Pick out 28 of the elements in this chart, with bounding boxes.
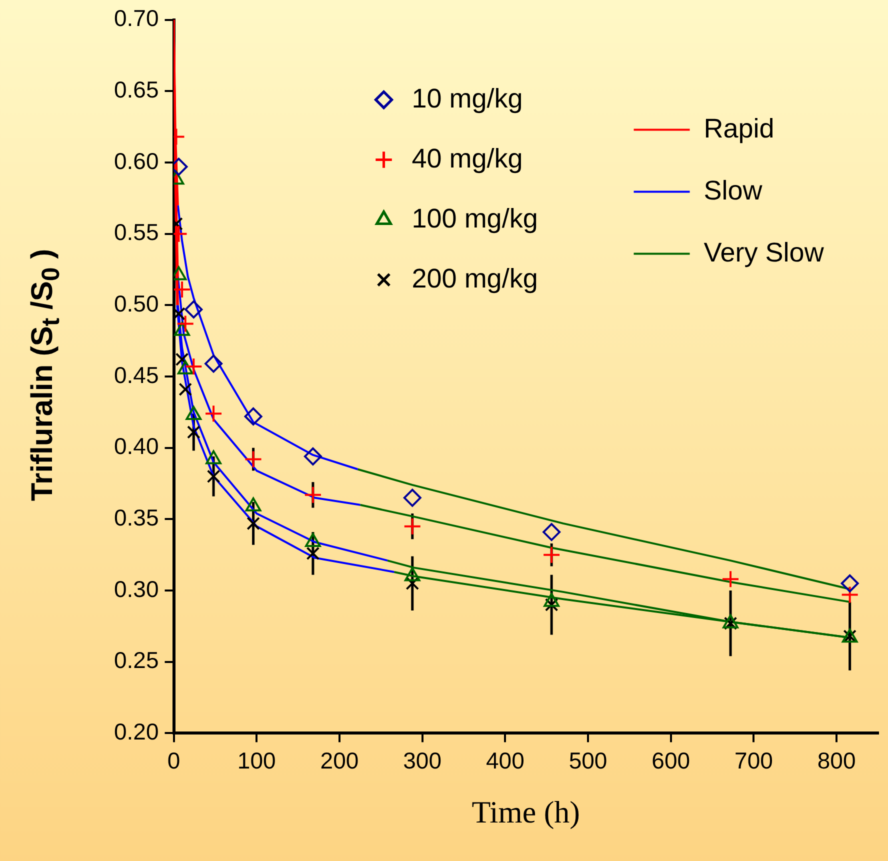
x-tick-label: 300 bbox=[403, 747, 442, 774]
legend-label: Very Slow bbox=[704, 237, 824, 268]
legend-label: 200 mg/kg bbox=[412, 263, 538, 294]
x-tick-label: 500 bbox=[568, 747, 608, 774]
y-tick-label: 0.55 bbox=[114, 219, 159, 246]
x-tick-label: 400 bbox=[486, 747, 524, 774]
y-tick-label: 0.45 bbox=[114, 362, 159, 388]
y-tick-label: 0.70 bbox=[114, 5, 159, 32]
y-tick-label: 0.65 bbox=[114, 76, 159, 102]
x-axis-title: Time (h) bbox=[472, 794, 580, 830]
legend-label: 40 mg/kg bbox=[412, 143, 523, 174]
legend-label: Rapid bbox=[704, 113, 774, 144]
y-tick-label: 0.20 bbox=[114, 718, 159, 745]
y-tick-label: 0.60 bbox=[114, 148, 159, 174]
legend-label: 10 mg/kg bbox=[412, 83, 523, 114]
x-tick-label: 100 bbox=[237, 747, 276, 774]
y-tick-label: 0.25 bbox=[114, 647, 159, 674]
x-tick-label: 700 bbox=[734, 747, 773, 774]
x-tick-label: 800 bbox=[817, 747, 856, 774]
legend-label: 100 mg/kg bbox=[412, 203, 538, 234]
y-tick-label: 0.30 bbox=[114, 576, 159, 602]
legend-label: Slow bbox=[704, 175, 763, 206]
y-tick-label: 0.50 bbox=[114, 290, 159, 317]
y-tick-label: 0.35 bbox=[114, 504, 159, 531]
x-tick-label: 0 bbox=[167, 747, 180, 774]
x-tick-label: 200 bbox=[320, 747, 359, 774]
y-tick-label: 0.40 bbox=[114, 433, 159, 460]
x-tick-label: 600 bbox=[652, 747, 690, 774]
